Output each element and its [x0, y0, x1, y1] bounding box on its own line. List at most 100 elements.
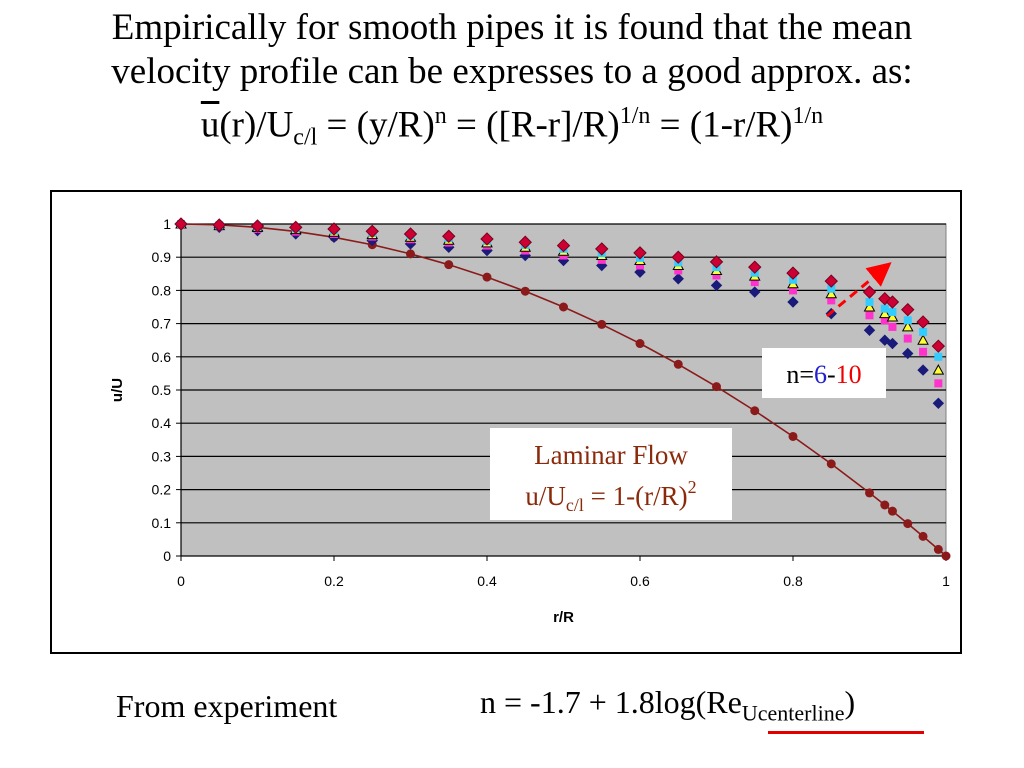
diamond-point [595, 242, 609, 256]
diamond-point [787, 296, 799, 308]
square-point [919, 347, 928, 356]
eq-sub-cl: c/l [293, 124, 318, 151]
diamond-point [710, 279, 723, 292]
y-tick-label: 0.6 [152, 349, 172, 365]
laminar-eq-b: = 1-(r/R) [584, 481, 688, 511]
title-line-2: velocity profile can be expresses to a g… [111, 51, 913, 92]
laminar-eq-sub: c/l [566, 495, 584, 515]
laminar-label-line1: Laminar Flow [534, 440, 688, 470]
laminar-label-line2: u/Uc/l = 1-(r/R)2 [525, 477, 696, 515]
formula-main: n = -1.7 + 1.8log(Re [480, 684, 742, 720]
n-low-value: 6 [814, 360, 827, 389]
diamond-point [289, 220, 303, 235]
laminar-point [941, 551, 951, 561]
square-point [880, 304, 889, 313]
laminar-label-box [490, 428, 732, 520]
triangle-point [901, 320, 914, 332]
diamond-point [633, 246, 647, 260]
laminar-eq-a: u/U [525, 481, 566, 511]
diamond-point [824, 274, 838, 288]
red-underline [768, 731, 924, 734]
square-point [750, 278, 759, 287]
n-arrow [826, 262, 892, 318]
diamond-point [327, 222, 341, 236]
diamond-point [863, 324, 876, 336]
velocity-profile-chart: 00.10.20.30.40.50.60.70.80.910 0.2 0.4 0.6 0… [109, 216, 951, 626]
diamond-point [885, 295, 900, 309]
diamond-point [671, 250, 685, 264]
laminar-point [887, 506, 897, 516]
laminar-eq-sup: 2 [688, 477, 697, 497]
footer-from-experiment: From experiment [116, 688, 338, 724]
diamond-point [442, 229, 456, 243]
square-point [827, 296, 836, 305]
laminar-point [750, 406, 760, 416]
laminar-point [597, 319, 607, 329]
diamond-point [403, 227, 418, 241]
diamond-point [749, 286, 761, 298]
laminar-point [918, 531, 928, 541]
square-point [934, 379, 943, 388]
diamond-point [902, 347, 914, 360]
triangle-point [932, 364, 945, 375]
diamond-point [480, 232, 494, 246]
eq-sup-n: n [434, 103, 447, 129]
square-point [919, 327, 928, 336]
diamond-point [916, 315, 930, 329]
laminar-point [444, 260, 454, 270]
diamond-point [709, 255, 724, 269]
laminar-point [865, 488, 874, 498]
square-point [888, 322, 897, 331]
square-point [674, 266, 683, 275]
x-tick-label: 0.4 [477, 573, 497, 589]
diamond-point [634, 266, 646, 278]
square-point [865, 311, 874, 320]
eq-r: (r)/U [219, 104, 294, 146]
formula-sub: Ucenterline [741, 700, 845, 726]
y-tick-label: 0.1 [152, 515, 172, 531]
diamond-point [174, 217, 188, 231]
eq-part3: = ([R-r]/R) [446, 104, 620, 146]
triangle-point [917, 334, 929, 345]
square-point [827, 284, 836, 293]
square-point [865, 298, 874, 307]
square-point [789, 286, 797, 295]
y-tick-label: 0.8 [152, 282, 172, 298]
y-tick-label: 0.4 [152, 415, 172, 431]
footer-formula: n = -1.7 + 1.8log(ReUcenterline) [480, 684, 855, 726]
y-tick-label: 0.3 [152, 448, 172, 464]
title-equation: u(r)/Uc/l = (y/R)n = ([R-r]/R)1/n = (1-r… [0, 94, 1024, 160]
triangle-point [863, 300, 876, 312]
diamond-point [931, 339, 946, 353]
laminar-point [482, 272, 492, 282]
triangle-point [825, 287, 838, 299]
x-tick-label: 1 [942, 573, 950, 589]
square-point [636, 261, 644, 270]
n-range-label: n=6-10 [786, 360, 861, 389]
x-tick-label: 0 [177, 573, 185, 589]
y-tick-label: 0.7 [152, 316, 172, 332]
y-tick-label: 1 [163, 216, 171, 232]
n-prefix: n= [786, 360, 814, 389]
square-point [934, 352, 943, 361]
x-axis-title: r/R [553, 609, 574, 626]
laminar-point [673, 359, 683, 369]
laminar-point [903, 519, 913, 529]
turbulent-series [174, 217, 946, 409]
diamond-point [879, 334, 891, 346]
y-tick-label: 0.9 [152, 249, 172, 265]
diamond-point [932, 397, 945, 409]
laminar-point [712, 382, 721, 392]
diamond-point [786, 266, 800, 280]
diamond-point [886, 337, 899, 350]
x-tick-label: 0.2 [324, 573, 344, 589]
n-high-value: 10 [836, 360, 862, 389]
diamond-point [862, 285, 877, 299]
square-point [888, 307, 897, 316]
diamond-point [365, 224, 379, 239]
axes: 00.10.20.30.40.50.60.70.80.910 0.2 0.4 0.6 0… [109, 216, 950, 626]
laminar-point [788, 431, 798, 441]
y-tick-label: 0 [163, 548, 171, 564]
diamond-point [917, 364, 929, 376]
triangle-point [886, 310, 899, 322]
